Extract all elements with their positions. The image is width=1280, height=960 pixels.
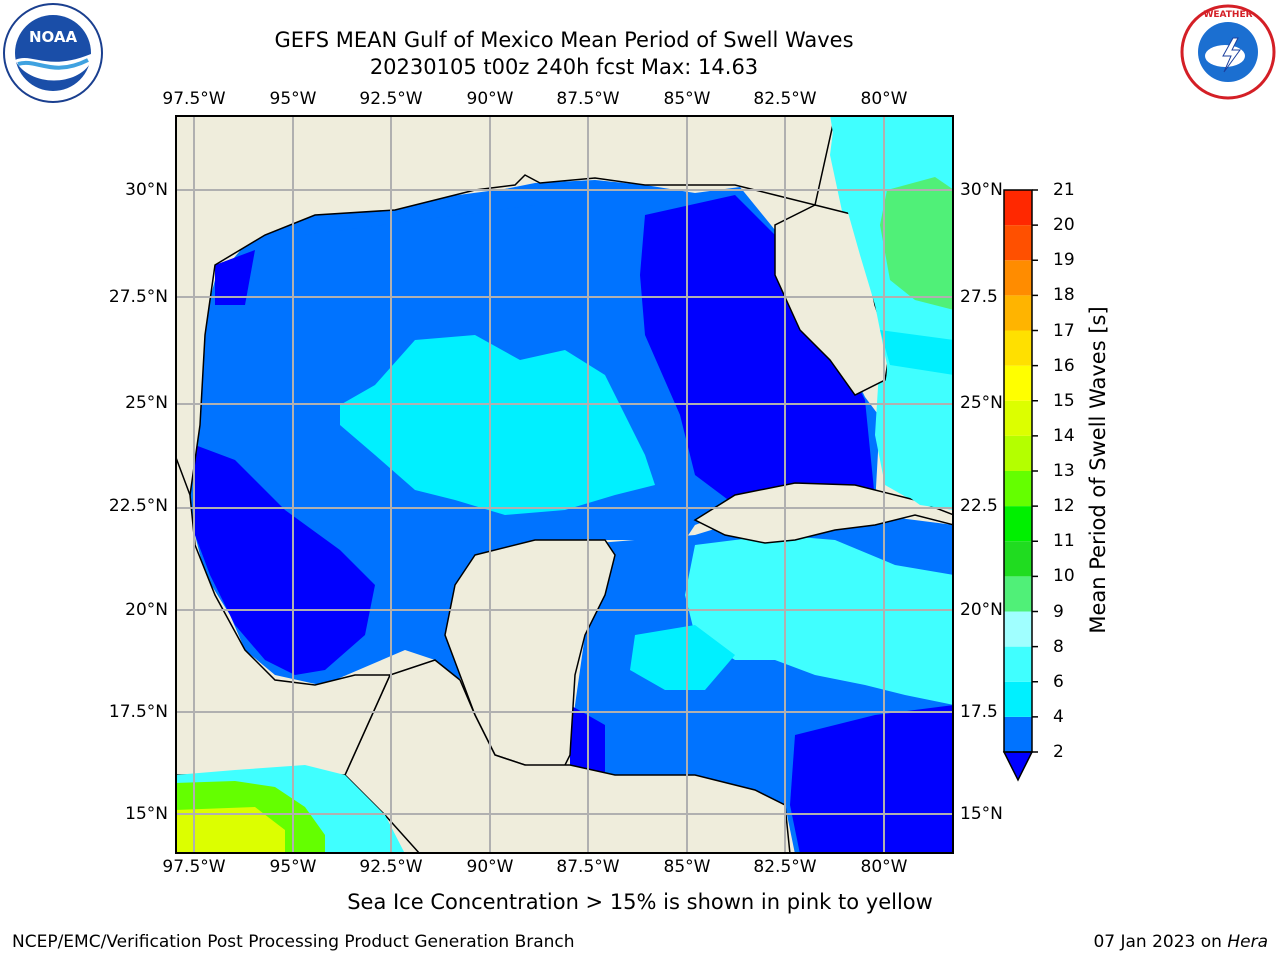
nws-logo: WEATHER <box>1180 4 1276 100</box>
colorbar-tick-label: 16 <box>1053 355 1075 376</box>
lon-label-top: 92.5°W <box>359 89 423 109</box>
colorbar-segment <box>1004 541 1032 577</box>
caribbean-cyan <box>685 535 954 705</box>
svg-text:NOAA: NOAA <box>29 28 78 46</box>
gulf-deep-blue-east <box>640 195 875 505</box>
colorbar-tick-label: 19 <box>1053 250 1075 271</box>
colorbar <box>1002 189 1038 782</box>
colorbar-tick-label: 4 <box>1053 706 1064 727</box>
lon-label-top: 82.5°W <box>753 89 817 109</box>
lon-label-top: 90°W <box>466 89 514 109</box>
colorbar-tick-label: 8 <box>1053 636 1064 657</box>
central-america <box>344 659 791 854</box>
lat-label-right: 25°N <box>960 393 1003 413</box>
svg-text:WEATHER: WEATHER <box>1203 10 1252 20</box>
lat-label-left: 20°N <box>125 600 168 620</box>
colorbar-segment <box>1004 435 1032 471</box>
colorbar-label: Mean Period of Swell Waves [s] <box>1086 306 1110 634</box>
lon-label-top: 85°W <box>663 89 711 109</box>
lat-label-left: 30°N <box>125 180 168 200</box>
colorbar-tick-label: 12 <box>1053 496 1075 517</box>
colorbar-segment <box>1004 365 1032 401</box>
lat-label-right: 22.5 <box>960 496 998 516</box>
gulf-deep-blue-west <box>195 445 375 675</box>
colorbar-tick-label: 21 <box>1053 180 1075 200</box>
colorbar-tick-label: 9 <box>1053 601 1064 622</box>
colorbar-tick-label: 15 <box>1053 390 1075 411</box>
lon-label-bottom: 80°W <box>860 857 908 877</box>
cuba <box>693 482 954 544</box>
map-title: GEFS MEAN Gulf of Mexico Mean Period of … <box>274 28 854 52</box>
lat-label-right: 15°N <box>960 804 1003 824</box>
lon-label-top: 80°W <box>860 89 908 109</box>
footer-host: Hera <box>1227 932 1268 952</box>
colorbar-segment <box>1004 295 1032 331</box>
lat-label-right: 17.5 <box>960 702 998 722</box>
colorbar-segment <box>1004 190 1032 226</box>
colorbar-tick-label: 14 <box>1053 425 1075 446</box>
gulf-of-mexico-map <box>175 115 954 854</box>
gulf-cyan-center <box>340 335 655 515</box>
sea-ice-caption: Sea Ice Concentration > 15% is shown in … <box>0 890 1280 914</box>
lon-label-bottom: 85°W <box>663 857 711 877</box>
lon-label-top: 97.5°W <box>162 89 226 109</box>
lon-label-bottom: 92.5°W <box>359 857 423 877</box>
colorbar-tick-label: 11 <box>1053 531 1075 552</box>
colorbar-segment <box>1004 260 1032 296</box>
colorbar-tick-label: 13 <box>1053 461 1075 481</box>
colorbar-segment <box>1004 471 1032 507</box>
sea-ice-caption-text: Sea Ice Concentration > 15% is shown in … <box>347 890 933 914</box>
lon-label-bottom: 82.5°W <box>753 857 817 877</box>
lat-label-right: 20°N <box>960 600 1003 620</box>
lon-label-bottom: 90°W <box>466 857 514 877</box>
colorbar-segment <box>1004 576 1032 612</box>
colorbar-tick-label: 2 <box>1053 742 1064 762</box>
colorbar-segment <box>1004 400 1032 436</box>
caribbean-deep-blue <box>790 705 954 854</box>
footer-date-text: 07 Jan 2023 on <box>1093 932 1228 952</box>
footer-date: 07 Jan 2023 on Hera <box>1093 932 1268 952</box>
lat-label-right: 30°N <box>960 180 1003 200</box>
lon-label-bottom: 87.5°W <box>556 857 620 877</box>
colorbar-segment <box>1004 646 1032 682</box>
footer-credit: NCEP/EMC/Verification Post Processing Pr… <box>12 932 575 952</box>
colorbar-segment <box>1004 716 1032 752</box>
lat-label-left: 25°N <box>125 393 168 413</box>
lon-label-top: 95°W <box>269 89 317 109</box>
colorbar-segment <box>1004 225 1032 261</box>
colorbar-extend-triangle <box>1002 751 1034 782</box>
noaa-logo: NOAA <box>3 3 103 103</box>
map-subtitle: 20230105 t00z 240h fcst Max: 14.63 <box>369 55 759 79</box>
colorbar-tick-label: 17 <box>1053 320 1075 341</box>
colorbar-segment <box>1004 611 1032 647</box>
colorbar-segment <box>1004 330 1032 366</box>
colorbar-tick-label: 18 <box>1053 285 1075 306</box>
lat-label-left: 27.5°N <box>108 287 168 307</box>
colorbar-tick-label: 10 <box>1053 566 1075 587</box>
lon-label-bottom: 97.5°W <box>162 857 226 877</box>
lon-label-top: 87.5°W <box>556 89 620 109</box>
colorbar-segment <box>1004 681 1032 717</box>
colorbar-segment <box>1004 506 1032 542</box>
colorbar-tick-label: 20 <box>1053 215 1075 236</box>
graticule <box>175 115 954 854</box>
lat-label-left: 15°N <box>125 804 168 824</box>
colorbar-tick-label: 6 <box>1053 671 1064 692</box>
lat-label-left: 22.5°N <box>108 496 168 516</box>
lat-label-left: 17.5°N <box>108 702 168 722</box>
lat-label-right: 27.5 <box>960 287 998 307</box>
lon-label-bottom: 95°W <box>269 857 317 877</box>
